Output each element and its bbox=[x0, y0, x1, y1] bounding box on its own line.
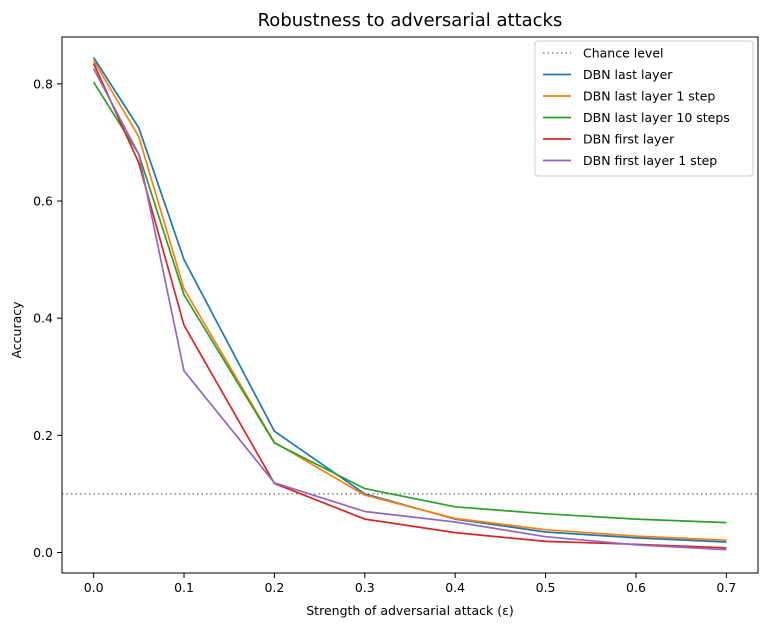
y-tick-label: 0.0 bbox=[33, 545, 53, 560]
x-tick-label: 0.5 bbox=[536, 580, 556, 595]
x-tick-label: 0.4 bbox=[445, 580, 465, 595]
series-line-4 bbox=[92, 63, 727, 549]
legend-label: DBN first layer bbox=[583, 132, 675, 147]
series-line-3 bbox=[92, 81, 727, 524]
y-tick-label: 0.4 bbox=[33, 311, 53, 326]
axes-layer: 0.0 0.1 0.2 0.3 0.4 0.5 0.6 0.7 0.0 0.2 0.4 0.6 0.8 bbox=[33, 36, 759, 595]
x-axis-label: Strength of adversarial attack (ε) bbox=[306, 603, 514, 618]
x-tick-label: 0.3 bbox=[355, 580, 375, 595]
y-tick-label: 0.6 bbox=[33, 194, 53, 209]
chart-title: Robustness to adversarial attacks bbox=[258, 10, 563, 31]
legend-label: DBN last layer 1 step bbox=[583, 89, 715, 104]
x-tick-label: 0.2 bbox=[264, 580, 284, 595]
legend-label: DBN last layer 10 steps bbox=[583, 110, 730, 125]
legend-label: DBN last layer bbox=[583, 67, 673, 82]
legend-label: DBN first layer 1 step bbox=[583, 153, 717, 168]
y-tick-label: 0.2 bbox=[33, 428, 53, 443]
x-tick-label: 0.0 bbox=[84, 580, 104, 595]
series-line-5 bbox=[92, 68, 727, 551]
x-tick-label: 0.1 bbox=[174, 580, 194, 595]
series-layer bbox=[92, 57, 727, 551]
series-line-2 bbox=[92, 59, 727, 542]
y-axis-label: Accuracy bbox=[9, 301, 24, 359]
legend: Chance level DBN last layer DBN last layer… bbox=[534, 40, 754, 177]
x-tick-label: 0.6 bbox=[626, 580, 646, 595]
axes-frame bbox=[61, 36, 759, 574]
x-tick-label: 0.7 bbox=[716, 580, 736, 595]
legend-box bbox=[534, 40, 754, 177]
y-tick-label: 0.8 bbox=[33, 76, 53, 91]
series-line-1 bbox=[92, 57, 727, 543]
legend-label: Chance level bbox=[583, 46, 664, 61]
